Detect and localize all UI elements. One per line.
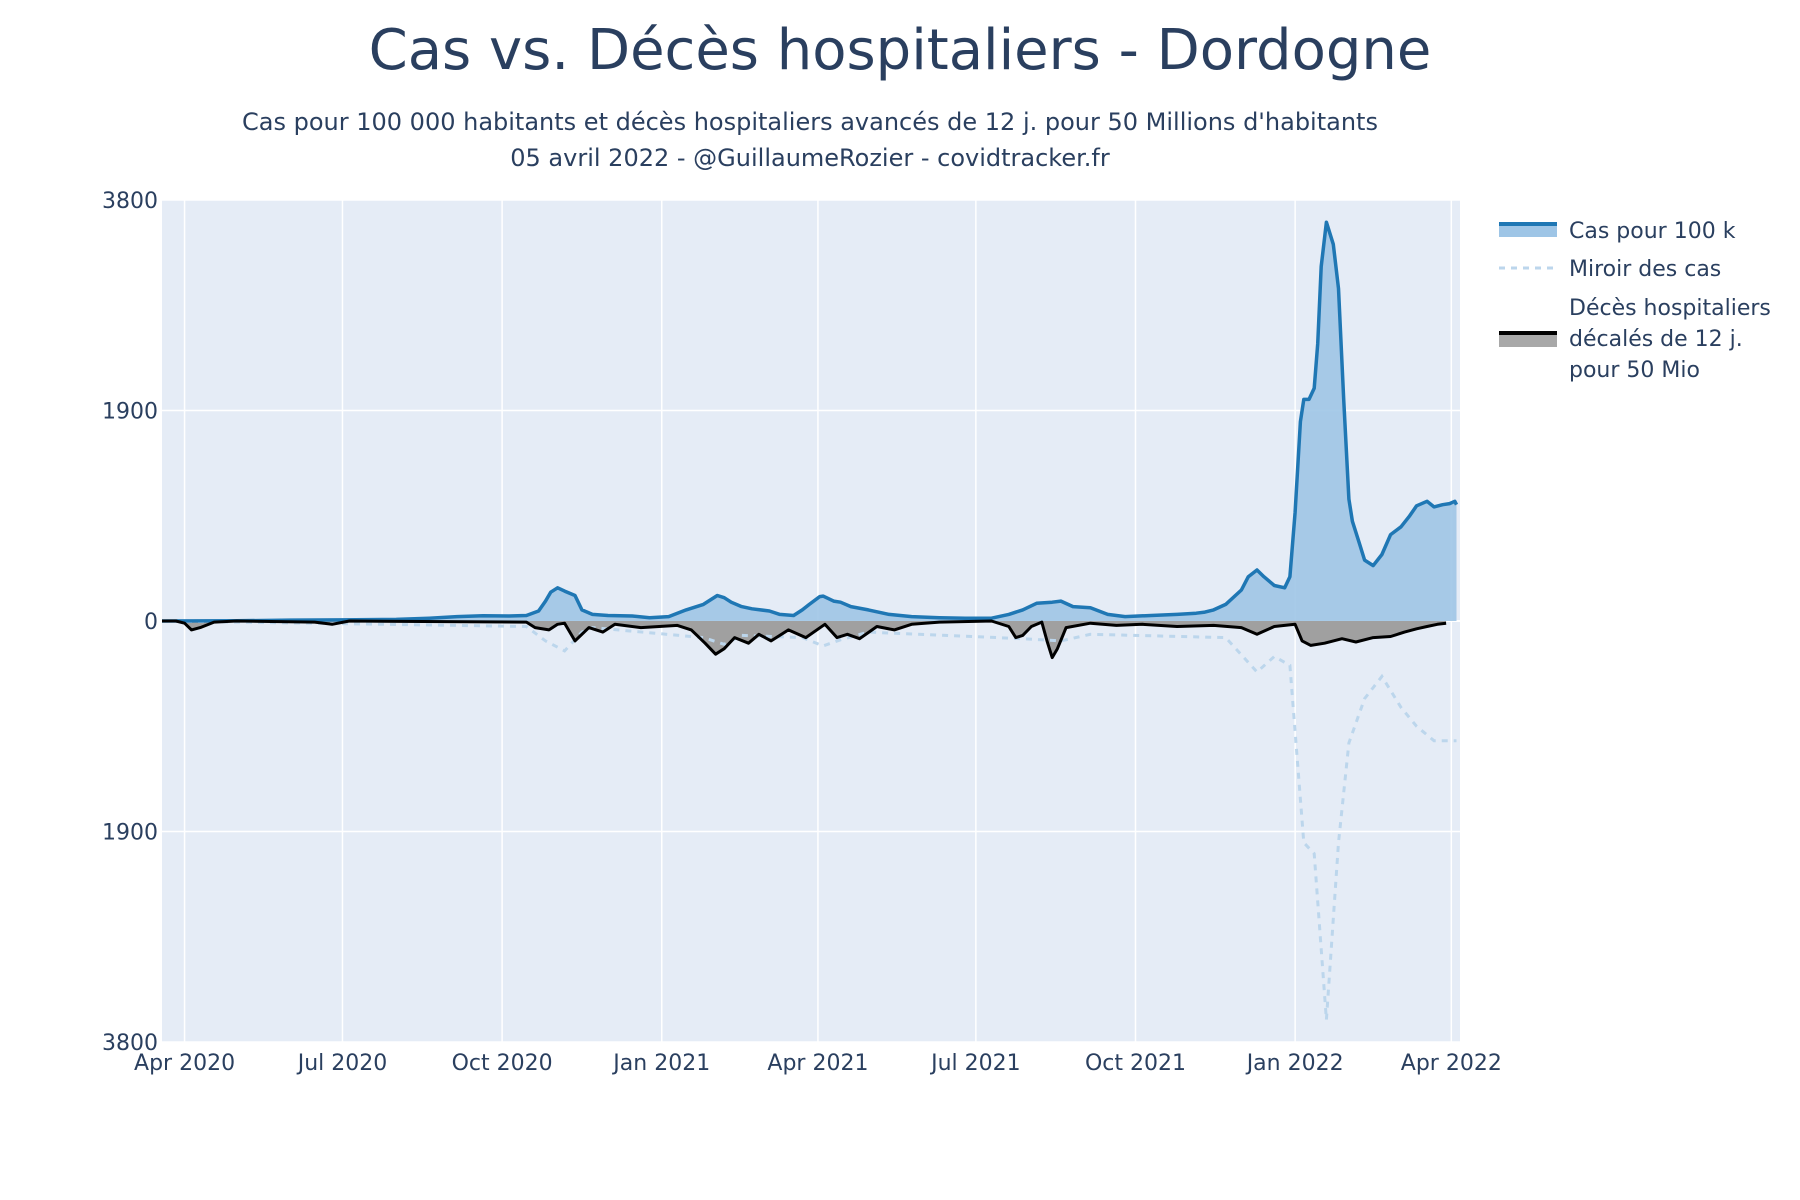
x-tick-label: Jul 2020 [296, 1051, 388, 1076]
x-tick-label: Apr 2021 [767, 1051, 868, 1076]
y-axis: 3800 1900 0 1900 3800 [102, 189, 158, 1056]
chart-title: Cas vs. Décès hospitaliers - Dordogne [368, 18, 1432, 83]
cases-area [162, 222, 1457, 621]
deaths-area [162, 621, 1447, 658]
x-axis: Apr 2020 Jul 2020 Oct 2020 Jan 2021 Apr 2021… [134, 1051, 1502, 1076]
chart-caption: 05 avril 2022 - @GuillaumeRozier - covid… [510, 144, 1110, 172]
x-tick-label: Jul 2021 [929, 1051, 1021, 1076]
series-lines [161, 220, 1459, 1020]
cases-line [161, 220, 1459, 623]
x-tick-label: Jan 2021 [611, 1051, 710, 1076]
x-tick-label: Oct 2020 [452, 1051, 553, 1076]
x-tick-label: Oct 2021 [1085, 1051, 1186, 1076]
x-tick-label: Apr 2022 [1401, 1051, 1502, 1076]
legend-label-deaths: Décès hospitaliers décalés de 12 j. pour… [1569, 296, 1778, 383]
legend: Cas pour 100 k Miroir des cas Décès hosp… [1499, 219, 1778, 383]
x-tick-label: Jan 2022 [1245, 1051, 1344, 1076]
legend-label-cases: Cas pour 100 k [1569, 219, 1736, 244]
y-tick-label: 1900 [102, 821, 158, 846]
deaths-line [162, 619, 1447, 660]
legend-swatch-deaths-fill [1499, 333, 1557, 347]
x-tick-label: Apr 2020 [134, 1051, 235, 1076]
legend-label-mirror: Miroir des cas [1569, 257, 1721, 282]
y-tick-label: 3800 [102, 189, 158, 214]
y-tick-label: 0 [144, 610, 158, 635]
y-tick-label: 3800 [102, 1031, 158, 1056]
y-tick-label: 1900 [102, 400, 158, 425]
series-areas [162, 222, 1457, 658]
chart-subtitle: Cas pour 100 000 habitants et décès hosp… [242, 108, 1378, 136]
